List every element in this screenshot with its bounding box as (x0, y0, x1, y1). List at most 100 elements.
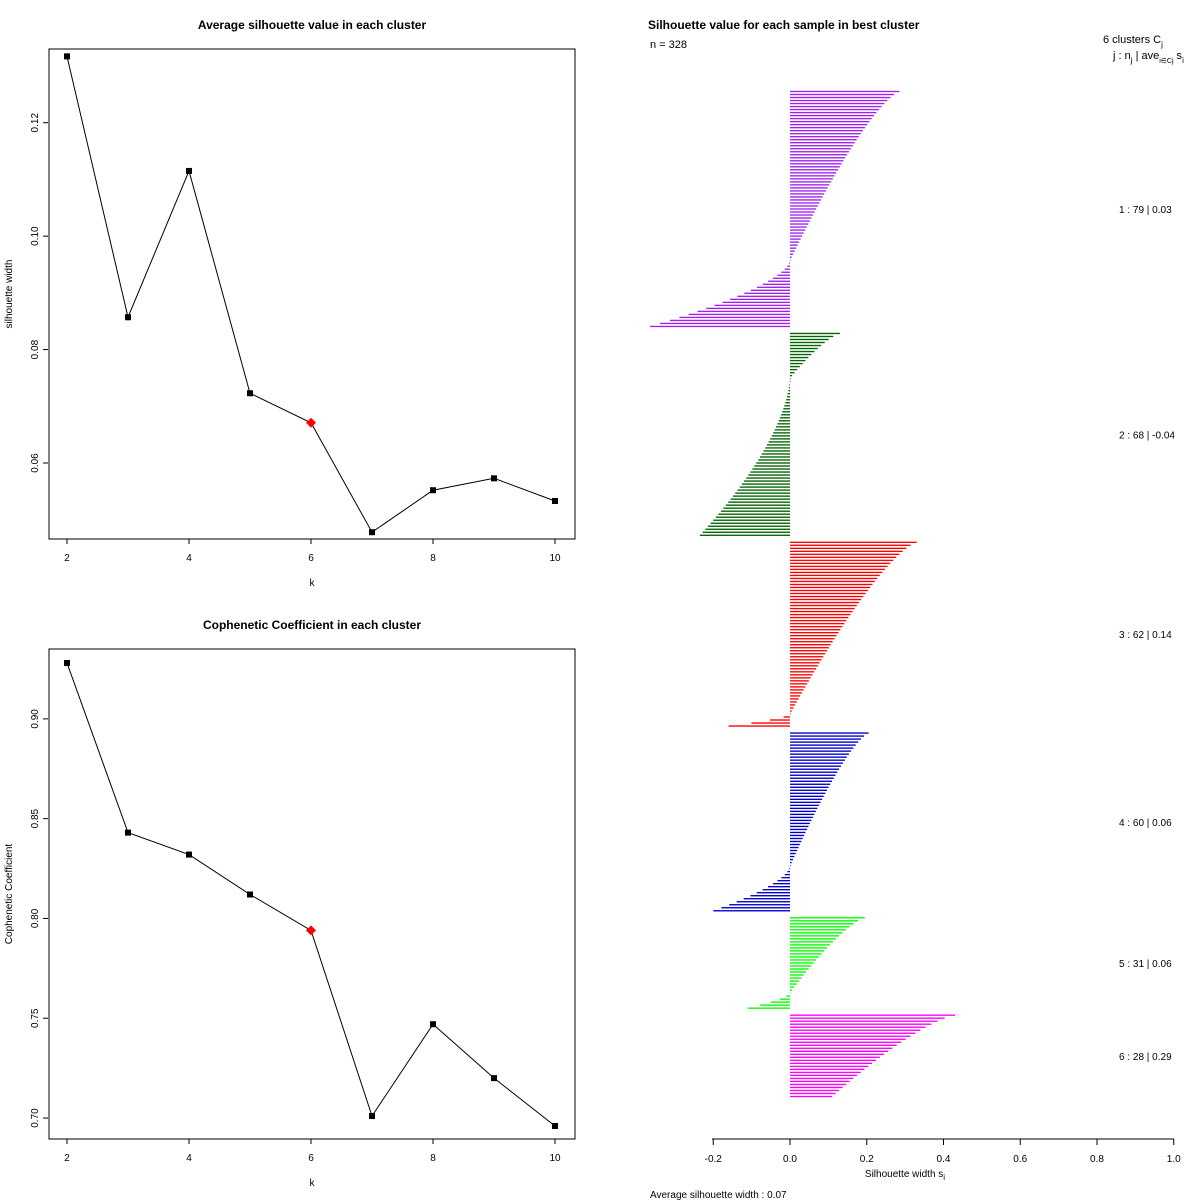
silhouette-bar (790, 374, 792, 377)
silhouette-bar (790, 977, 802, 979)
silhouette-bar (790, 686, 806, 688)
silhouette-bar (790, 93, 895, 96)
silhouette-bar (779, 998, 790, 1000)
silhouette-bar (790, 229, 806, 231)
silhouette-bar (710, 522, 790, 524)
silhouette-bar (787, 870, 790, 873)
data-point (491, 1075, 497, 1082)
silhouette-bar (790, 175, 835, 177)
data-point (552, 1123, 558, 1130)
silhouette-bar (790, 202, 820, 204)
silhouette-bar (706, 307, 790, 310)
silhouette-bar (790, 571, 883, 574)
silhouette-bar (790, 111, 877, 114)
silhouette-bar (790, 816, 813, 819)
silhouette-bar (748, 474, 790, 476)
cluster-summary-label: 4 : 60 | 0.06 (1119, 818, 1172, 829)
plot-frame (48, 648, 576, 1140)
best-k-point (306, 925, 316, 936)
x-tick-label: 1.0 (1167, 1154, 1181, 1165)
silhouette-bar (790, 132, 861, 135)
silhouette-bar (784, 268, 790, 270)
x-tick-label: 10 (549, 553, 561, 564)
silhouette-bar (750, 471, 790, 473)
silhouette-bar (790, 768, 840, 770)
silhouette-bar (790, 616, 849, 619)
silhouette-bar (790, 1080, 850, 1083)
silhouette-bar (790, 193, 825, 195)
silhouette-bar (790, 1047, 893, 1049)
silhouette-bar (774, 429, 790, 431)
silhouette-bar (699, 534, 790, 536)
silhouette-bar (790, 604, 857, 607)
x-tick-label: 8 (430, 553, 436, 564)
chart-title: Cophenetic Coefficient in each cluster (203, 618, 421, 632)
silhouette-bar (790, 638, 835, 640)
silhouette-bar (790, 828, 807, 831)
silhouette-bar (790, 589, 868, 592)
silhouette-bar (790, 338, 829, 341)
silhouette-bar-plot: Silhouette value for each sample in best… (648, 18, 1184, 1200)
x-axis-label: Silhouette width si (865, 1169, 945, 1182)
silhouette-bar (660, 322, 790, 325)
silhouette-bar (790, 665, 818, 667)
silhouette-bar (758, 459, 790, 461)
silhouette-bar (790, 181, 832, 183)
silhouette-bar (790, 99, 888, 102)
silhouette-bar (790, 241, 800, 243)
silhouette-bar (790, 653, 826, 655)
silhouette-bar (790, 595, 864, 598)
silhouette-bar (790, 756, 847, 758)
cluster-summary-label: 2 : 68 | -0.04 (1119, 430, 1175, 441)
best-k-point (306, 417, 316, 428)
silhouette-bar (746, 477, 790, 479)
silhouette-bar (729, 904, 790, 906)
data-point (430, 487, 436, 494)
silhouette-bar (790, 989, 793, 991)
silhouette-bar (777, 879, 790, 882)
silhouette-bar (790, 1032, 916, 1034)
silhouette-bar (790, 759, 845, 761)
silhouette-bar (790, 634, 837, 637)
cluster-summary-label: 3 : 62 | 0.14 (1119, 630, 1172, 641)
silhouette-bar (790, 607, 855, 610)
silhouette-bar (760, 456, 790, 458)
cophenetic-line-chart: Cophenetic Coefficient in each cluster k… (4, 618, 576, 1189)
silhouette-bar (790, 1074, 857, 1077)
silhouette-bar (790, 750, 852, 752)
silhouette-bar (762, 889, 790, 891)
silhouette-bar (790, 692, 802, 694)
silhouette-bar (713, 519, 790, 521)
silhouette-bar (790, 1092, 836, 1095)
y-tick-label: 0.70 (30, 1108, 41, 1128)
silhouette-bar (790, 813, 815, 816)
silhouette-bar (790, 96, 891, 99)
silhouette-bar (790, 568, 885, 571)
silhouette-bar (790, 741, 859, 743)
silhouette-bar (790, 556, 897, 559)
silhouette-bar (756, 462, 790, 464)
silhouette-bar (779, 417, 790, 419)
chart-title: Silhouette value for each sample in best… (648, 18, 920, 32)
silhouette-bar (790, 950, 825, 952)
silhouette-bar (773, 277, 790, 279)
silhouette-bar (751, 722, 790, 724)
silhouette-bar (790, 1068, 865, 1071)
silhouette-bar (790, 819, 812, 822)
silhouette-bar (790, 126, 865, 129)
data-point (64, 659, 70, 666)
silhouette-bar (790, 1029, 921, 1031)
silhouette-bar (790, 953, 822, 955)
silhouette-bar (760, 1004, 790, 1006)
silhouette-bar (789, 383, 791, 386)
x-tick-label: 0.6 (1013, 1154, 1027, 1165)
plot-frame (48, 48, 576, 540)
silhouette-bar (790, 864, 791, 867)
silhouette-bar (790, 840, 802, 843)
silhouette-bar (790, 738, 861, 740)
silhouette-bar (790, 1062, 873, 1065)
silhouette-bar (790, 777, 834, 779)
silhouette-bar (697, 310, 790, 313)
silhouette-bar (790, 232, 804, 234)
silhouette-bar (790, 971, 807, 973)
